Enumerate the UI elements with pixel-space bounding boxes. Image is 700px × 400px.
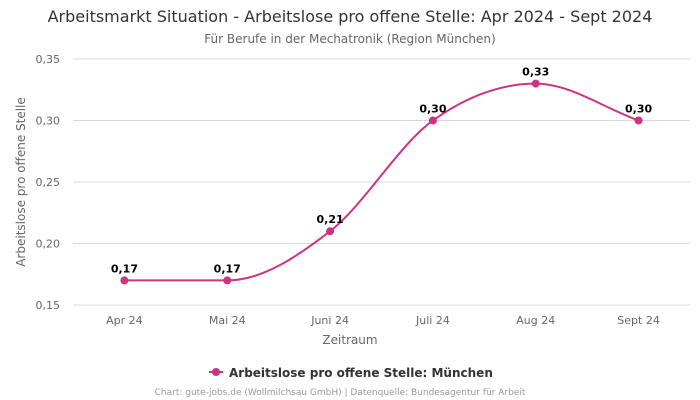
series-layer: [120, 79, 643, 285]
data-labels: 0,17 0,17 0,21 0,30 0,33 0,30: [111, 66, 653, 276]
legend-marker-symbol: [212, 368, 220, 376]
x-tick-label: Mai 24: [209, 314, 246, 327]
grid-lines: [73, 58, 690, 306]
data-point[interactable]: [120, 276, 129, 285]
x-axis-ticks: Apr 24 Mai 24 Juni 24 Juli 24 Aug 24 Sept 24: [106, 314, 660, 327]
data-label: 0,21: [317, 213, 344, 226]
data-point[interactable]: [326, 227, 335, 236]
x-axis-label: Zeitraum: [322, 333, 377, 347]
legend-label: Arbeitslose pro offene Stelle: München: [229, 366, 493, 380]
y-tick-label: 0,25: [36, 176, 61, 189]
y-tick-label: 0,30: [36, 115, 61, 128]
data-point[interactable]: [634, 116, 643, 125]
chart-subtitle: Für Berufe in der Mechatronik (Region Mü…: [204, 32, 495, 46]
data-point[interactable]: [531, 79, 540, 88]
series-line: [124, 82, 639, 282]
x-tick-label: Sept 24: [617, 314, 660, 327]
data-label: 0,33: [522, 66, 549, 79]
x-tick-label: Aug 24: [516, 314, 555, 327]
data-point[interactable]: [428, 116, 437, 125]
data-label: 0,17: [214, 262, 241, 275]
data-label: 0,17: [111, 262, 138, 275]
y-tick-label: 0,20: [36, 238, 61, 251]
y-axis-label: Arbeitslose pro offene Stelle: [14, 97, 28, 267]
y-tick-label: 0,35: [36, 53, 61, 66]
data-label: 0,30: [625, 103, 652, 116]
data-point[interactable]: [223, 276, 232, 285]
x-tick-label: Juni 24: [310, 314, 349, 327]
data-label: 0,30: [419, 103, 446, 116]
x-tick-label: Juli 24: [415, 314, 450, 327]
chart-credits: Chart: gute-jobs.de (Wollmilchsau GmbH) …: [155, 388, 526, 398]
x-tick-label: Apr 24: [106, 314, 143, 327]
y-tick-label: 0,15: [36, 299, 61, 312]
y-axis-ticks: 0,15 0,20 0,25 0,30 0,35: [36, 53, 61, 312]
legend[interactable]: Arbeitslose pro offene Stelle: München: [209, 366, 493, 380]
chart-title: Arbeitsmarkt Situation - Arbeitslose pro…: [48, 7, 653, 26]
